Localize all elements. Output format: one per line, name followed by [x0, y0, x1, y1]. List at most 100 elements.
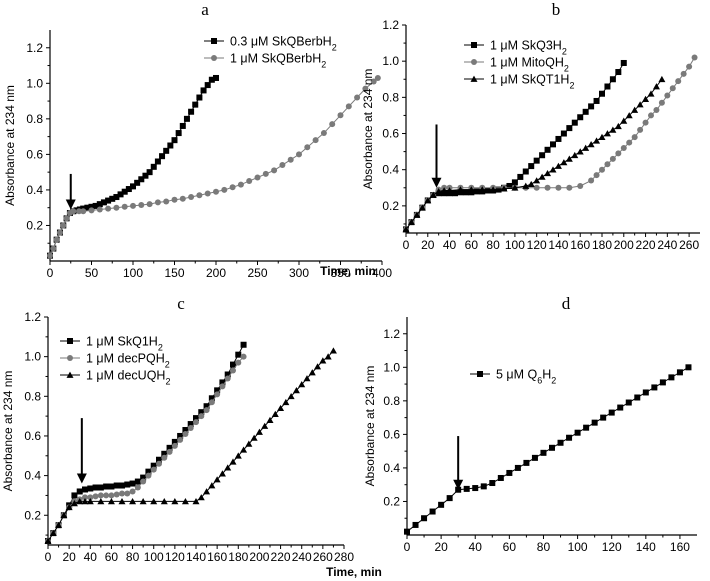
data-point	[167, 142, 174, 149]
data-point	[88, 203, 95, 210]
data-point	[588, 103, 595, 110]
data-point	[76, 498, 84, 505]
data-point	[171, 438, 178, 445]
y-tick-label: 0.8	[24, 389, 41, 403]
data-point	[362, 85, 369, 92]
y-tick-label: 0.6	[24, 429, 41, 443]
panel-letter-a: a	[201, 0, 209, 19]
data-point	[603, 130, 611, 137]
x-tick-label: 280	[334, 550, 354, 564]
x-tick-label: 60	[503, 540, 517, 554]
x-tick-label: 150	[164, 266, 184, 280]
data-point	[669, 85, 676, 92]
y-tick-label: 1.0	[26, 76, 43, 90]
data-point	[642, 389, 649, 396]
data-point	[245, 440, 253, 447]
data-point	[296, 151, 302, 158]
data-point	[97, 484, 104, 491]
data-point	[177, 436, 184, 443]
data-point	[192, 498, 200, 505]
x-tick-label: 100	[123, 266, 143, 280]
series-line	[47, 356, 244, 542]
data-point	[230, 367, 236, 374]
x-tick-label: 400	[372, 266, 392, 280]
data-point	[271, 167, 278, 174]
arrow-head	[76, 473, 87, 484]
data-point	[181, 498, 189, 505]
data-point	[208, 482, 216, 489]
data-point	[44, 537, 52, 544]
x-tick-label: 120	[165, 550, 185, 564]
data-point	[139, 498, 147, 505]
data-point	[625, 112, 633, 119]
data-point	[219, 383, 226, 390]
y-tick-label: 0.4	[26, 183, 43, 197]
data-point	[117, 191, 124, 198]
data-point	[146, 201, 153, 208]
series-line	[406, 366, 689, 533]
data-point	[514, 464, 521, 471]
data-point	[506, 182, 513, 189]
data-point	[161, 450, 168, 457]
data-point	[234, 452, 242, 459]
data-point	[208, 76, 215, 83]
data-point	[571, 119, 578, 126]
data-point	[647, 90, 655, 97]
data-point	[171, 498, 179, 505]
data-point	[229, 458, 237, 465]
data-point	[87, 485, 94, 492]
data-point	[287, 392, 295, 400]
legend-marker	[66, 371, 74, 378]
data-point	[691, 54, 698, 61]
data-point	[113, 204, 120, 211]
data-point	[105, 205, 112, 212]
data-point	[76, 488, 83, 495]
data-point	[314, 363, 322, 370]
data-point	[229, 184, 236, 191]
data-point	[113, 482, 120, 489]
data-point	[121, 203, 128, 210]
data-point	[129, 488, 136, 495]
data-point	[614, 122, 622, 130]
data-point	[97, 498, 105, 505]
data-point	[345, 103, 352, 110]
legend-marker	[211, 38, 217, 44]
data-point	[224, 464, 232, 471]
data-point	[625, 399, 632, 406]
data-point	[188, 194, 195, 201]
data-point	[198, 413, 205, 420]
y-tick-label: 1.2	[24, 310, 41, 324]
x-tick-label: 20	[62, 550, 76, 564]
panel-letter-c: c	[177, 294, 185, 313]
legend-label-1: 1 μM SkQ3H2	[490, 39, 567, 57]
data-point	[203, 407, 210, 414]
data-point	[113, 491, 120, 498]
data-point	[303, 375, 311, 382]
data-point	[118, 498, 126, 505]
legend-label-1: 1 μM SkQ1H2	[86, 335, 163, 353]
data-point	[462, 189, 469, 196]
data-point	[88, 207, 95, 214]
data-point	[620, 59, 627, 66]
series-line	[405, 78, 663, 230]
data-point	[105, 197, 112, 204]
data-point	[76, 208, 83, 215]
data-point	[500, 185, 508, 192]
data-point	[593, 97, 600, 104]
data-point	[240, 341, 247, 348]
y-tick-label: 1.0	[383, 360, 400, 374]
data-point	[208, 395, 215, 402]
data-point	[246, 178, 253, 185]
legend-label-2: 1 μM MitoQH2	[490, 56, 569, 74]
data-point	[125, 186, 132, 193]
data-point	[620, 117, 628, 124]
data-point	[566, 434, 573, 441]
data-point	[171, 196, 178, 203]
data-point	[287, 156, 294, 163]
panel-d: d 0 20 40 60 80 100 120 140 160 0.2 0.4 0.6 0.8 1.0 1.2…	[363, 294, 697, 554]
data-point	[204, 82, 211, 89]
data-point	[329, 347, 337, 354]
data-point	[119, 482, 125, 489]
data-point	[452, 190, 458, 197]
